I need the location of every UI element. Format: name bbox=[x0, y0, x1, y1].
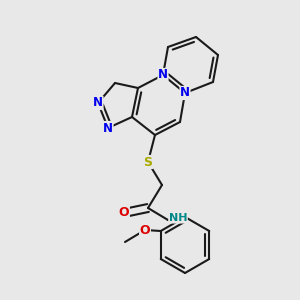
Text: O: O bbox=[140, 224, 150, 236]
Text: N: N bbox=[180, 86, 190, 100]
Text: NH: NH bbox=[169, 213, 187, 223]
Text: O: O bbox=[119, 206, 129, 220]
Text: N: N bbox=[93, 97, 103, 110]
Text: N: N bbox=[103, 122, 113, 134]
Text: S: S bbox=[143, 155, 152, 169]
Text: N: N bbox=[158, 68, 168, 82]
